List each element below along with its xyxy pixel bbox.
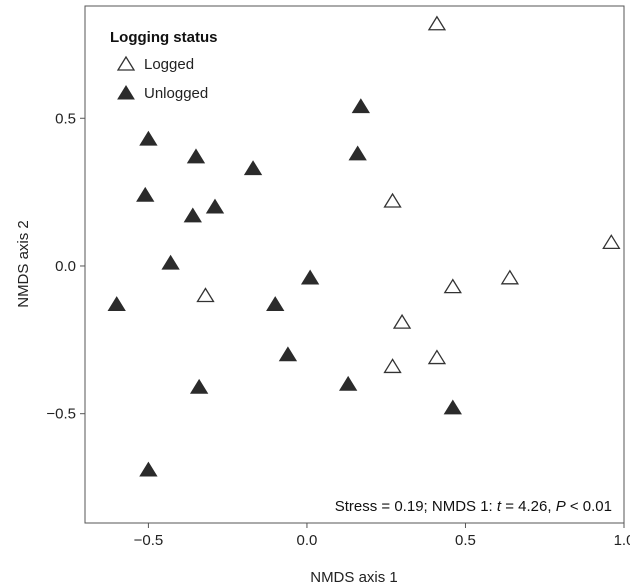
x-tick-label: 0.5 — [455, 532, 476, 549]
y-tick-label: −0.5 — [46, 406, 76, 423]
logged-point — [443, 278, 462, 294]
annotation-t-text: = 4.26, — [501, 498, 556, 515]
unlogged-point — [107, 296, 126, 312]
unlogged-point — [189, 378, 209, 394]
unlogged-point — [351, 98, 371, 114]
unlogged-point — [278, 346, 298, 362]
unlogged-point — [266, 296, 285, 312]
legend-open-triangle-icon — [116, 55, 136, 71]
x-tick-label: −0.5 — [134, 532, 164, 549]
unlogged-point — [443, 399, 462, 415]
plot-frame — [84, 5, 625, 524]
annotation-p-text: < 0.01 — [566, 498, 612, 515]
x-axis-ticks: −0.5 0.0 0.5 1.0 — [134, 523, 630, 549]
legend: Logging status Logged Unlogged — [110, 29, 218, 102]
data-points — [107, 15, 621, 477]
unlogged-point — [300, 269, 320, 285]
annotation-p-symbol: P — [556, 498, 566, 515]
legend-filled-triangle-icon — [117, 85, 135, 100]
legend-label-logged: Logged — [144, 56, 194, 73]
x-tick-label: 0.0 — [297, 532, 318, 549]
legend-title: Logging status — [110, 29, 218, 46]
logged-point — [196, 287, 215, 303]
y-axis-title: NMDS axis 2 — [15, 220, 32, 308]
y-tick-label: 0.0 — [55, 258, 76, 275]
logged-point — [602, 234, 621, 249]
unlogged-point — [348, 145, 367, 161]
unlogged-point — [183, 207, 202, 223]
x-tick-label: 1.0 — [614, 532, 630, 549]
logged-point — [427, 349, 447, 365]
stress-annotation: Stress = 0.19; NMDS 1: t = 4.26, P < 0.0… — [335, 498, 612, 515]
unlogged-point — [186, 148, 206, 164]
annotation-t-symbol: t — [497, 498, 502, 515]
unlogged-point — [243, 160, 263, 176]
unlogged-point — [139, 130, 158, 146]
y-axis-ticks: −0.5 0.0 0.5 — [46, 110, 85, 423]
unlogged-point — [205, 198, 225, 214]
unlogged-point — [136, 186, 155, 202]
logged-point — [427, 15, 447, 31]
legend-label-unlogged: Unlogged — [144, 85, 208, 102]
logged-point — [392, 313, 412, 329]
annotation-prefix: Stress = 0.19; NMDS 1: — [335, 498, 497, 515]
unlogged-point — [338, 375, 358, 391]
unlogged-point — [139, 461, 158, 477]
unlogged-point — [161, 254, 180, 270]
logged-point — [383, 358, 402, 374]
logged-point — [383, 192, 402, 208]
y-tick-label: 0.5 — [55, 110, 76, 127]
x-axis-title: NMDS axis 1 — [310, 569, 398, 586]
logged-point — [500, 269, 520, 285]
